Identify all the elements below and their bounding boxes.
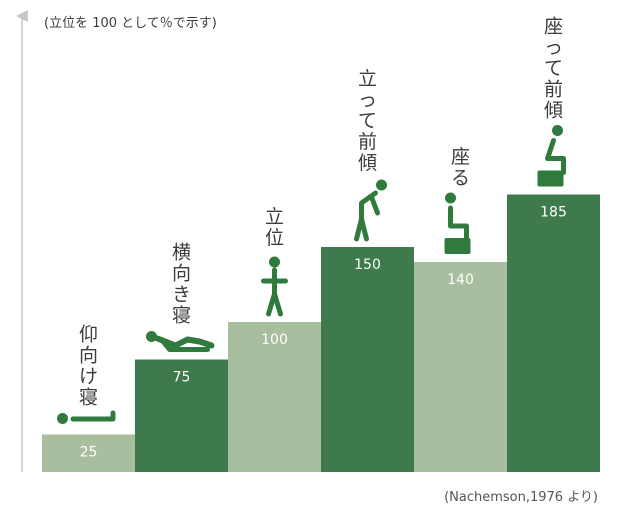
sitting-icon (444, 192, 471, 254)
bar (321, 247, 414, 472)
standing-lean-icon (354, 179, 387, 242)
bar (507, 194, 600, 472)
bar (414, 262, 507, 472)
bar-value-label: 100 (261, 332, 288, 348)
y-axis-label: (立位を 100 として％で示す) (44, 16, 217, 31)
head-shape (445, 192, 456, 204)
bar-value-label: 185 (540, 205, 567, 221)
category-label-char: て (544, 58, 563, 80)
sitting-lean-icon (537, 125, 566, 187)
body-shape (70, 416, 115, 422)
category-label-char: 座 (451, 146, 470, 168)
category-label-char: 仰 (79, 324, 98, 346)
category-label-char: 立 (265, 206, 284, 228)
bar (228, 322, 321, 472)
category-label-char: 前 (544, 79, 563, 101)
category-label-char: 傾 (544, 100, 563, 122)
bar (135, 359, 228, 472)
category-label-char: っ (358, 89, 377, 111)
category-label-char: 位 (265, 227, 284, 249)
bar-value-label: 25 (80, 445, 98, 461)
category-label-char: る (451, 167, 470, 189)
category-label-char: き (172, 284, 191, 306)
bar-value-label: 150 (354, 257, 381, 273)
category-label-char: っ (544, 37, 563, 59)
category-label-char: 向 (79, 345, 98, 367)
head-shape (376, 179, 387, 191)
bar-group: 140 座る (414, 146, 507, 472)
category-label-char: 寝 (79, 387, 98, 409)
bar-value-label: 75 (173, 370, 191, 386)
head-shape (552, 125, 563, 136)
body-shape (261, 267, 288, 317)
feet-shape (110, 410, 116, 422)
lying-side-icon (146, 331, 215, 352)
head-shape (57, 413, 68, 424)
category-label-char: て (358, 110, 377, 132)
seat-shape (537, 170, 564, 187)
arm-shape (159, 337, 210, 352)
standing-icon (261, 256, 288, 317)
category-label-char: 立 (358, 68, 377, 90)
category-label-char: 寝 (172, 305, 191, 327)
body-shape (545, 138, 566, 175)
head-shape (269, 256, 280, 268)
category-label-char: 座 (544, 16, 563, 38)
category-label-char: 傾 (358, 152, 377, 174)
source-note: (Nachemson,1976 より) (444, 490, 598, 505)
body-shape (448, 205, 469, 243)
head-shape (146, 331, 157, 342)
category-label-char: 横 (172, 242, 191, 264)
bar-value-label: 140 (447, 272, 474, 288)
category-label-char: け (79, 366, 98, 388)
category-label-char: 前 (358, 131, 377, 153)
seat-shape (444, 238, 471, 254)
category-label-char: 向 (172, 263, 191, 285)
body-shape (354, 190, 380, 242)
body-shape (154, 335, 215, 349)
bar-group: 100 立位 (228, 206, 321, 472)
bar (42, 434, 135, 472)
lying-supine-icon (57, 410, 116, 424)
